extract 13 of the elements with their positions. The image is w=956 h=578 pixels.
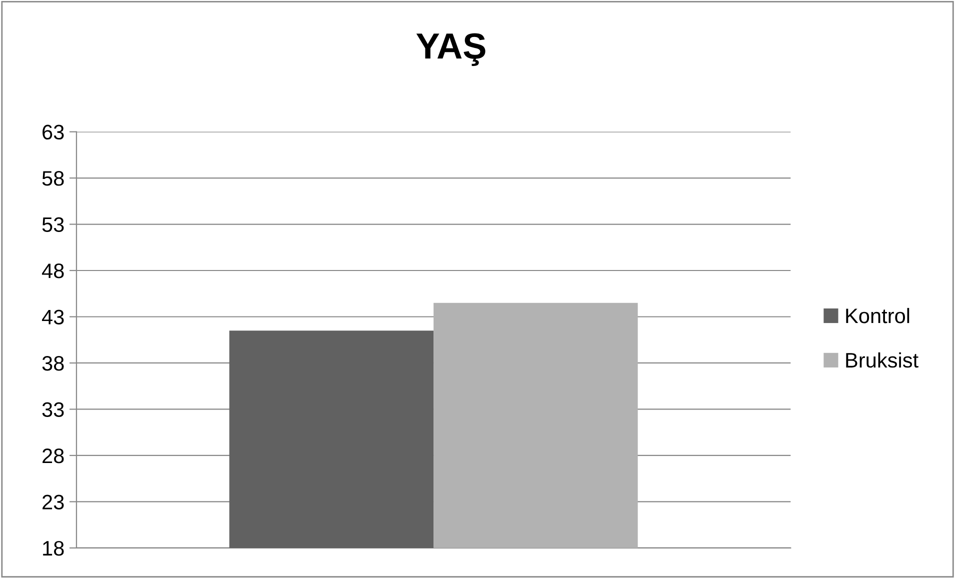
y-tick-label: 48 bbox=[42, 264, 64, 278]
legend-label: Kontrol bbox=[846, 308, 910, 324]
legend-label: Bruksist bbox=[846, 352, 918, 368]
y-tick-label: 58 bbox=[42, 171, 64, 186]
y-tick-label: 23 bbox=[42, 494, 64, 510]
y-tick-label: 63 bbox=[42, 124, 64, 140]
y-tick-label: 53 bbox=[42, 217, 64, 232]
y-tick-label: 18 bbox=[43, 540, 64, 556]
y-tick-label: 43 bbox=[42, 310, 64, 324]
y-tick-label: 28 bbox=[42, 448, 64, 464]
y-tick-label: 33 bbox=[42, 402, 64, 417]
y-tick-label: 38 bbox=[42, 356, 64, 371]
chart-title: YAŞ bbox=[416, 33, 486, 66]
